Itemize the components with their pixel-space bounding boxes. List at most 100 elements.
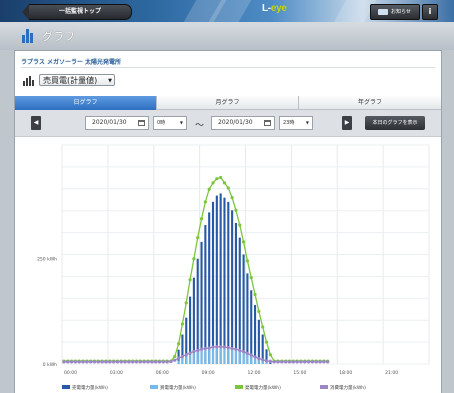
data-point bbox=[306, 360, 311, 364]
tab-yearly[interactable]: 年グラフ bbox=[299, 96, 441, 110]
show-today-graph-button[interactable]: 本日のグラフを表示 bbox=[365, 116, 425, 130]
data-point bbox=[215, 345, 219, 349]
bar bbox=[250, 290, 253, 364]
series-line bbox=[63, 176, 328, 362]
data-point bbox=[184, 353, 188, 357]
data-point bbox=[257, 356, 261, 361]
data-point bbox=[272, 360, 276, 364]
data-point bbox=[150, 360, 154, 364]
data-point bbox=[89, 360, 93, 364]
data-point bbox=[219, 345, 223, 349]
data-point bbox=[192, 257, 196, 261]
calendar-icon[interactable] bbox=[138, 120, 145, 126]
data-point bbox=[115, 360, 120, 364]
bar bbox=[223, 197, 226, 364]
data-point bbox=[192, 349, 196, 353]
bar bbox=[257, 358, 260, 364]
y-tick-label: 250 kWh bbox=[37, 257, 57, 263]
x-tick-label: 00:00 bbox=[64, 370, 77, 376]
bar bbox=[208, 348, 211, 364]
start-date-field[interactable]: 2020/01/30 bbox=[85, 116, 149, 130]
data-point bbox=[264, 359, 269, 363]
bar bbox=[211, 348, 215, 364]
x-tick-label: 15:00 bbox=[293, 370, 306, 376]
x-tick-label: 09:00 bbox=[202, 370, 215, 376]
data-point bbox=[77, 360, 81, 364]
data-point bbox=[199, 217, 204, 221]
x-tick-label: 21:00 bbox=[385, 370, 398, 376]
page-title: グラフ bbox=[42, 30, 75, 43]
data-point bbox=[234, 208, 238, 212]
bar bbox=[227, 201, 230, 364]
data-point bbox=[284, 360, 288, 364]
tab-daily[interactable]: 日グラフ bbox=[15, 96, 157, 110]
date-range-bar: ◀ 2020/01/30 0時 ▼ 〜 2020/01/30 23時 ▼ ▶ 本… bbox=[15, 110, 441, 137]
data-point bbox=[226, 186, 230, 190]
metric-select[interactable]: 売買電(計量値) ▼ bbox=[39, 74, 115, 86]
bar bbox=[254, 305, 257, 364]
data-point bbox=[142, 360, 146, 364]
data-point bbox=[127, 360, 131, 364]
end-date-value: 2020/01/30 bbox=[218, 119, 253, 126]
bar bbox=[177, 360, 180, 364]
notice-button[interactable]: お知らせ bbox=[370, 4, 420, 20]
data-point bbox=[108, 360, 112, 364]
back-to-overview-button[interactable]: 一括監視トップ bbox=[22, 4, 132, 20]
data-point bbox=[261, 358, 265, 362]
data-point bbox=[207, 346, 211, 350]
bar bbox=[242, 254, 245, 364]
bar bbox=[192, 353, 195, 364]
chevron-down-icon: ▼ bbox=[305, 120, 309, 125]
next-date-button[interactable]: ▶ bbox=[342, 116, 352, 130]
data-point bbox=[295, 360, 299, 364]
data-point bbox=[245, 259, 250, 263]
bar bbox=[200, 350, 203, 364]
bar bbox=[234, 222, 237, 364]
data-point bbox=[173, 358, 177, 362]
bar bbox=[219, 193, 222, 364]
bar-chart-icon bbox=[23, 76, 34, 86]
prev-date-button[interactable]: ◀ bbox=[31, 116, 41, 130]
graph-panel: ラプラス メガソーラー 太陽光発電所 売買電(計量値) ▼ 日グラフ 月グラフ … bbox=[14, 50, 442, 393]
data-point bbox=[253, 292, 257, 297]
data-point bbox=[241, 350, 246, 354]
bar bbox=[185, 356, 188, 364]
data-point bbox=[230, 346, 234, 351]
data-point bbox=[318, 360, 322, 364]
y-tick-label: 0 kWh bbox=[43, 362, 57, 368]
bar bbox=[246, 353, 249, 364]
info-icon: i bbox=[428, 7, 432, 16]
legend-swatch bbox=[150, 385, 158, 389]
start-hour-select[interactable]: 0時 ▼ bbox=[153, 116, 187, 130]
data-point bbox=[104, 360, 108, 364]
bar bbox=[265, 361, 268, 364]
end-hour-select[interactable]: 23時 ▼ bbox=[279, 116, 313, 130]
tab-monthly[interactable]: 月グラフ bbox=[157, 96, 299, 110]
bar bbox=[238, 351, 241, 364]
series-line bbox=[63, 346, 328, 363]
data-point bbox=[69, 360, 74, 364]
data-point bbox=[276, 360, 280, 364]
info-button[interactable]: i bbox=[422, 4, 438, 20]
data-point bbox=[100, 360, 104, 364]
data-point bbox=[96, 360, 100, 364]
data-point bbox=[188, 351, 192, 355]
data-point bbox=[219, 175, 223, 180]
start-hour-value: 0時 bbox=[157, 120, 166, 126]
bar bbox=[246, 273, 249, 364]
end-date-field[interactable]: 2020/01/30 bbox=[211, 116, 275, 130]
data-point bbox=[196, 348, 200, 353]
bar bbox=[265, 349, 268, 364]
bar bbox=[231, 349, 234, 364]
data-point bbox=[211, 181, 215, 185]
data-point bbox=[257, 309, 261, 313]
data-point bbox=[199, 347, 204, 351]
data-point bbox=[119, 360, 123, 364]
bar bbox=[227, 348, 230, 364]
energy-chart: 250 kWh 0 kWh 00:00 03:00 06:00 09:00 12:00 15:… bbox=[37, 144, 430, 391]
calendar-icon[interactable] bbox=[264, 120, 271, 126]
bar bbox=[215, 195, 218, 364]
chevron-right-icon: ▶ bbox=[344, 119, 350, 126]
legend-swatch bbox=[62, 385, 70, 389]
bar bbox=[189, 296, 192, 364]
